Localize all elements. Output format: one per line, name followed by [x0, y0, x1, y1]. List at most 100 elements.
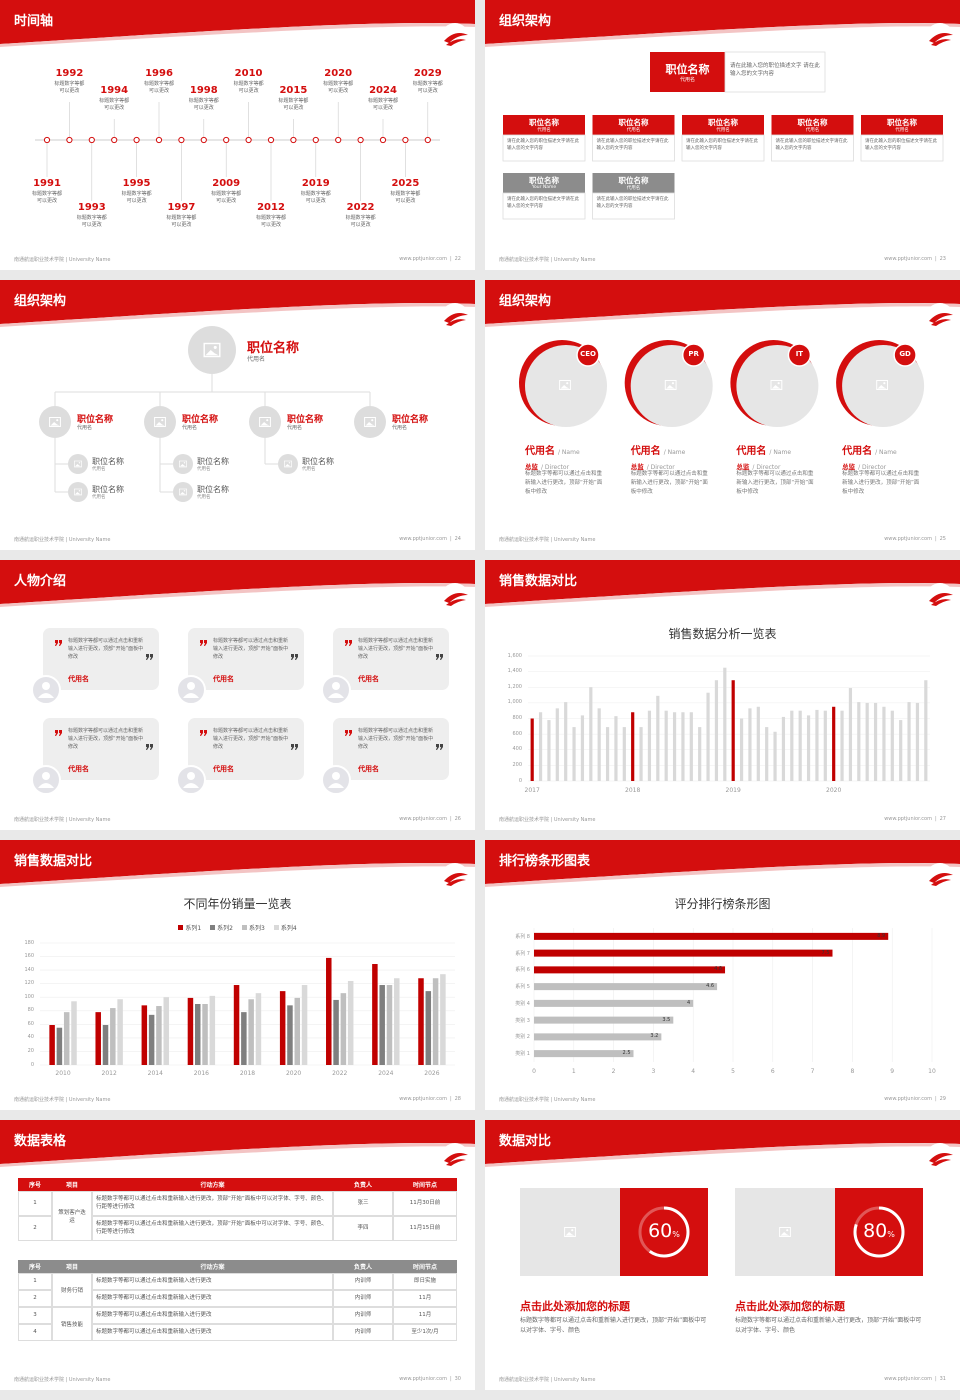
person-name: 代用名 [630, 446, 661, 457]
bar [425, 991, 432, 1065]
head-box [650, 52, 725, 92]
member-sub: 代用名 [92, 467, 106, 472]
box-header [592, 173, 675, 193]
x-tick-label: 2022 [332, 1070, 348, 1077]
image-panel [735, 1188, 835, 1276]
bar [882, 706, 886, 781]
name-line: 代用名 / Name [525, 439, 580, 458]
event-text: 标题数字等都可以更改 [323, 81, 354, 94]
table-header [18, 1178, 457, 1191]
percent-value: 80 [863, 1220, 888, 1242]
bar [681, 712, 685, 781]
column-header: 负责人 [353, 1182, 372, 1189]
image-icon-mountain [365, 422, 375, 426]
header-wave [485, 862, 960, 887]
image-icon-sun [78, 462, 81, 464]
bar [163, 997, 169, 1065]
bar [148, 1014, 155, 1065]
footer-school: 南通航运职业技术学院 | University Name [14, 1097, 111, 1103]
timeline-dot [402, 136, 409, 144]
footer-right: www.pptjunior.com | 22 [399, 256, 461, 262]
bar [622, 727, 626, 781]
x-tick-label: 2018 [625, 787, 641, 794]
bar [564, 702, 568, 781]
percent-value: 60 [648, 1220, 673, 1242]
slide: 时间轴 南通航运职业技术学院 | University Name www.pptju… [0, 0, 475, 270]
head-desc-box [724, 51, 826, 93]
event-year: 1995 [122, 178, 151, 189]
x-tick-label: 10 [928, 1068, 936, 1075]
bar [873, 702, 878, 781]
column-header: 序号 [28, 1264, 41, 1271]
bar [597, 708, 601, 781]
bar [899, 720, 903, 781]
footer-url: www.pptjunior.com [399, 1376, 447, 1382]
card [333, 718, 449, 780]
legend-item: 系列2 [210, 923, 233, 932]
image-icon-sun [161, 419, 164, 422]
slide-title: 时间轴 [14, 14, 54, 29]
footer-url: www.pptjunior.com [399, 256, 447, 262]
event-year: 2009 [212, 178, 241, 189]
badge [576, 343, 600, 367]
box-sub: Your Name [531, 185, 557, 190]
role-line: 总监 / Director [631, 454, 675, 473]
head-name: 职位名称 [665, 63, 710, 76]
legend-swatch [178, 925, 184, 930]
x-tick-label: 2012 [101, 1070, 117, 1077]
footer-separator: | [934, 536, 937, 542]
bar [689, 712, 693, 781]
bar [379, 985, 385, 1065]
card-title: 点击此处添加您的标题 [520, 1300, 630, 1313]
header-wave [0, 302, 475, 327]
event-text: 标题数字等都可以更改 [233, 81, 264, 94]
person-name-en: / Name [663, 449, 686, 456]
box-header [861, 115, 943, 135]
image-icon-sun [288, 462, 291, 464]
image-icon-sun [266, 419, 269, 422]
table-cell: 内训师 [333, 1324, 393, 1341]
person-role: 总监 [525, 463, 538, 471]
event-year: 1998 [189, 85, 218, 96]
logo-mark [929, 1153, 953, 1166]
image-icon [259, 417, 271, 427]
timeline-dot [155, 136, 163, 144]
logo-mark [444, 33, 468, 46]
event-text: 标题数字等都可以更改 [255, 215, 286, 228]
person-desc: 标题数字等都可以通过点击和重新输入进行更改，顶部“开始”面板中修改 [525, 471, 603, 495]
image-icon [779, 1227, 791, 1237]
image-icon-mountain [180, 464, 186, 467]
role-line: 总监 / Director [842, 454, 886, 473]
header-band [0, 560, 475, 604]
footer-right: www.pptjunior.com | 29 [884, 1096, 946, 1102]
avatar-head [332, 772, 340, 780]
timeline-dot [357, 136, 364, 144]
footer-separator: | [449, 1376, 452, 1382]
slide: 数据表格 南通航运职业技术学院 | University Name www.pptj… [0, 1120, 475, 1390]
value-label: 3.5 [662, 1016, 671, 1023]
bar [731, 680, 735, 781]
header-band [485, 840, 960, 884]
image-icon [364, 417, 376, 427]
badge [893, 343, 917, 367]
page-number: 28 [454, 1096, 461, 1102]
name-line: 代用名 / Name [631, 439, 686, 458]
card-name: 代用名 [213, 765, 234, 773]
avatar-body [38, 783, 54, 788]
y-tick-label: 0 [30, 1061, 34, 1068]
table-cell: 11月30日前 [393, 1191, 457, 1216]
timeline-dot [66, 136, 73, 144]
image-icon-mountain [205, 350, 219, 356]
event-year: 2022 [346, 202, 375, 213]
value-panel [620, 1188, 708, 1276]
person-name: 代用名 [842, 446, 873, 457]
page-number: 25 [939, 536, 946, 542]
box-desc: 请在此输入您的职位描述文字请在此输入您的文字内容 [507, 139, 579, 151]
badge-label: GD [899, 350, 911, 358]
image-icon-sun [786, 1229, 789, 1232]
bar [394, 978, 400, 1065]
root-sub: 代用名 [247, 356, 266, 363]
child-name: 职位名称 [77, 415, 114, 425]
bar [333, 999, 339, 1065]
